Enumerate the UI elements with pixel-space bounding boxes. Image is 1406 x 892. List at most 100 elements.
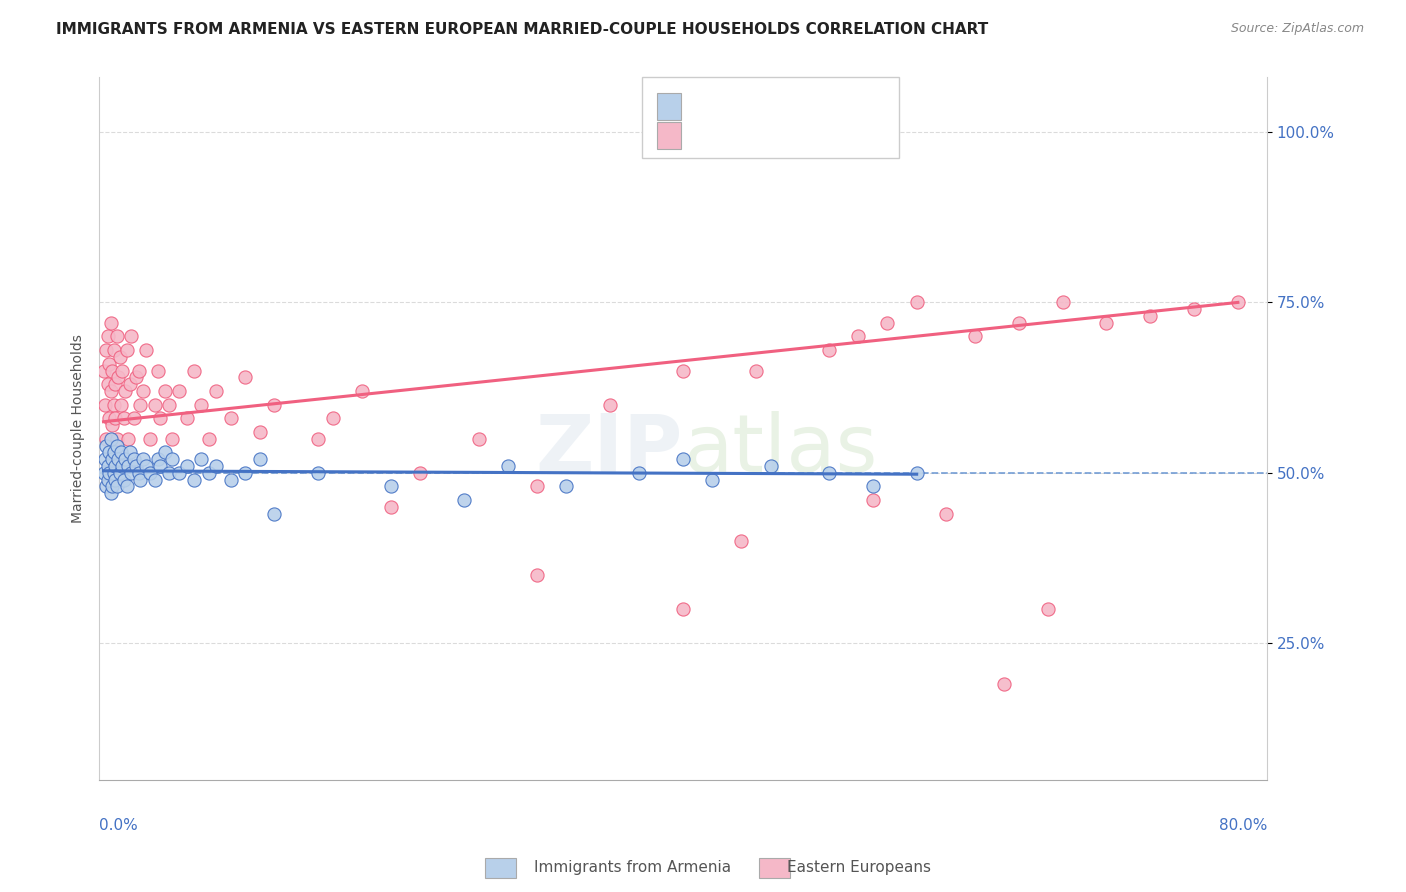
Point: [93, 466, 115, 480]
Point: [98, 357, 121, 371]
Point: [110, 445, 132, 459]
Point: [183, 363, 205, 377]
Point: [249, 425, 271, 439]
Point: [100, 316, 122, 330]
Point: [233, 466, 256, 480]
Point: [104, 411, 127, 425]
Point: [104, 458, 127, 473]
Point: [153, 384, 176, 398]
Point: [97, 377, 120, 392]
Text: N =: N =: [782, 123, 834, 141]
Point: [963, 329, 986, 343]
Point: [197, 466, 219, 480]
Point: [120, 329, 142, 343]
Point: [104, 473, 127, 487]
Point: [114, 452, 136, 467]
Point: [153, 445, 176, 459]
Point: [160, 432, 183, 446]
Point: [219, 411, 242, 425]
Point: [101, 418, 124, 433]
Point: [905, 466, 928, 480]
Point: [322, 411, 344, 425]
Point: [380, 500, 402, 514]
Point: [94, 398, 117, 412]
Point: [190, 452, 212, 467]
Point: [132, 452, 155, 467]
Text: 63: 63: [830, 95, 852, 113]
Point: [105, 432, 128, 446]
Point: [160, 452, 183, 467]
Point: [190, 398, 212, 412]
Point: [112, 473, 135, 487]
Point: [702, 473, 724, 487]
Point: [672, 452, 695, 467]
FancyBboxPatch shape: [658, 93, 681, 120]
Point: [876, 316, 898, 330]
Point: [183, 473, 205, 487]
Point: [818, 343, 841, 358]
Text: 0.137: 0.137: [724, 123, 775, 141]
Point: [103, 398, 125, 412]
FancyBboxPatch shape: [643, 78, 900, 158]
Text: Immigrants from Armenia: Immigrants from Armenia: [534, 860, 731, 874]
Point: [672, 363, 695, 377]
Point: [108, 466, 131, 480]
Point: [149, 458, 172, 473]
Text: R =: R =: [683, 123, 728, 141]
Point: [935, 507, 957, 521]
Point: [1139, 309, 1161, 323]
Point: [115, 343, 138, 358]
Point: [143, 473, 166, 487]
Point: [249, 452, 271, 467]
Y-axis label: Married-couple Households: Married-couple Households: [72, 334, 86, 523]
Point: [263, 398, 285, 412]
Point: [103, 466, 125, 480]
Point: [197, 432, 219, 446]
Point: [101, 363, 124, 377]
Text: R =: R =: [683, 95, 723, 113]
FancyBboxPatch shape: [658, 122, 681, 149]
Point: [111, 363, 134, 377]
Point: [862, 493, 884, 508]
Point: [307, 466, 329, 480]
Text: Source: ZipAtlas.com: Source: ZipAtlas.com: [1230, 22, 1364, 36]
Text: 0.005: 0.005: [724, 95, 775, 113]
Point: [233, 370, 256, 384]
Point: [846, 329, 869, 343]
Text: 80.0%: 80.0%: [1219, 818, 1267, 833]
Point: [862, 479, 884, 493]
Point: [120, 466, 142, 480]
Point: [96, 432, 118, 446]
Point: [107, 370, 129, 384]
Point: [114, 384, 136, 398]
Point: [122, 452, 145, 467]
Point: [96, 439, 118, 453]
Text: atlas: atlas: [683, 410, 877, 489]
Point: [128, 466, 150, 480]
Point: [104, 377, 127, 392]
Point: [453, 493, 475, 508]
Point: [103, 445, 125, 459]
Point: [111, 458, 134, 473]
Point: [146, 363, 169, 377]
Text: ZIP: ZIP: [536, 410, 683, 489]
Point: [96, 479, 118, 493]
Point: [1095, 316, 1118, 330]
Point: [149, 411, 172, 425]
Point: [118, 377, 141, 392]
Point: [115, 479, 138, 493]
Point: [409, 466, 432, 480]
Point: [124, 370, 146, 384]
Point: [98, 445, 121, 459]
Point: [380, 479, 402, 493]
Point: [93, 363, 115, 377]
Point: [526, 568, 548, 582]
Point: [101, 479, 124, 493]
Point: [110, 398, 132, 412]
Point: [100, 432, 122, 446]
Point: [467, 432, 489, 446]
Point: [112, 411, 135, 425]
Point: [139, 432, 162, 446]
Point: [143, 398, 166, 412]
Point: [1036, 602, 1059, 616]
